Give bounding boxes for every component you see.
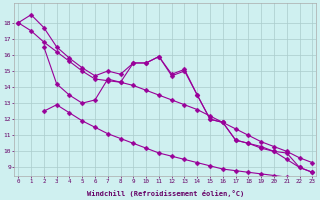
X-axis label: Windchill (Refroidissement éolien,°C): Windchill (Refroidissement éolien,°C) — [87, 190, 244, 197]
